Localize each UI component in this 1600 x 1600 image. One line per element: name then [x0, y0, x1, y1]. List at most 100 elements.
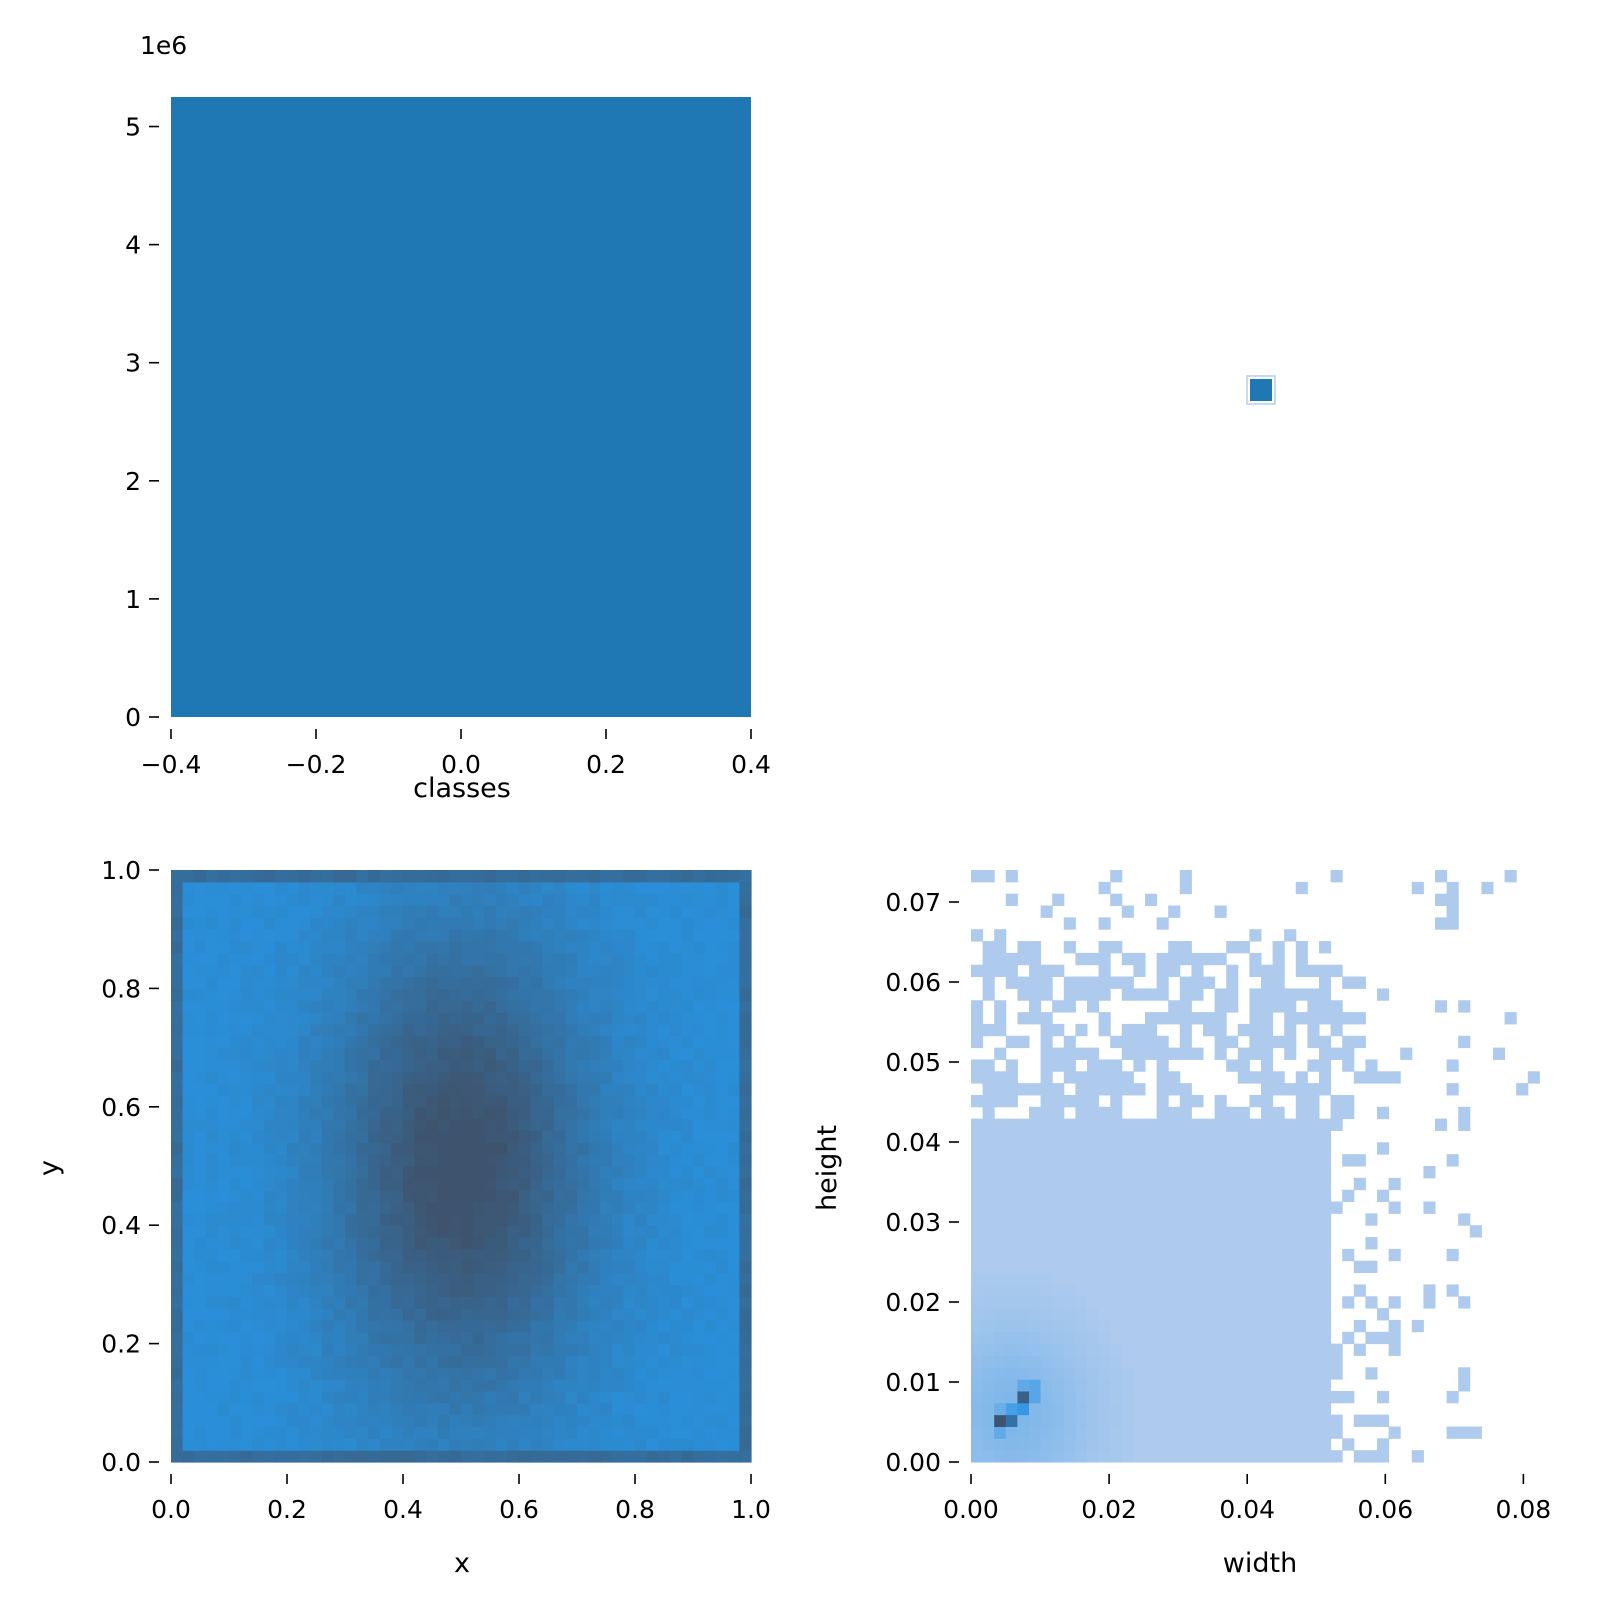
xy-heatmap-cell — [403, 1154, 416, 1167]
width-height-heatmap-cell — [1203, 1237, 1216, 1250]
width-height-heatmap-cell — [1203, 1118, 1216, 1131]
width-height-heatmap-cell — [1075, 1296, 1088, 1309]
xy-heatmap-cell — [171, 1343, 184, 1357]
width-height-heatmap-cell — [1179, 1284, 1192, 1297]
xy-heatmap-cell — [600, 1426, 613, 1439]
width-height-heatmap-cell — [1005, 1237, 1018, 1250]
xy-heatmap-cell — [588, 1343, 601, 1357]
width-height-heatmap-cell — [1458, 1296, 1471, 1309]
xy-heatmap-cell — [194, 1012, 207, 1025]
xy-heatmap-cell — [461, 1130, 474, 1143]
width-height-heatmap-cell — [1481, 881, 1494, 895]
xy-heatmap-cell — [252, 1106, 265, 1120]
xy-heatmap-cell — [182, 1023, 195, 1037]
xy-heatmap-cell — [403, 1118, 416, 1132]
width-height-heatmap-cell — [1156, 1130, 1169, 1143]
xy-heatmap-cell — [623, 1071, 636, 1084]
xy-heatmap-cell — [252, 1177, 265, 1191]
width-height-heatmap-cell — [1203, 1142, 1216, 1155]
y-tick-label: 0.01 — [885, 1368, 941, 1397]
xy-heatmap-cell — [379, 1201, 392, 1214]
width-height-heatmap-cell — [1017, 1450, 1030, 1463]
width-height-heatmap-cell — [1179, 941, 1192, 954]
xy-heatmap-cell — [275, 1130, 288, 1143]
xy-heatmap-cell — [287, 1260, 300, 1274]
xy-heatmap-cell — [727, 1083, 740, 1096]
width-height-heatmap-cell — [1098, 1118, 1111, 1131]
width-height-heatmap-cell — [1179, 976, 1192, 989]
xy-heatmap-cell — [287, 893, 300, 907]
xy-heatmap-cell — [635, 1450, 648, 1463]
xy-heatmap-cell — [426, 1189, 439, 1203]
xy-heatmap-cell — [194, 1201, 207, 1214]
xy-heatmap-cell — [588, 1225, 601, 1238]
xy-heatmap-cell — [426, 1272, 439, 1285]
xy-heatmap-cell — [519, 1331, 532, 1345]
xy-heatmap-cell — [507, 1379, 520, 1392]
width-height-heatmap-cell — [1203, 1177, 1216, 1191]
xy-heatmap-cell — [565, 1083, 578, 1096]
width-height-heatmap-cell — [982, 1237, 995, 1250]
xy-heatmap-cell — [217, 1379, 230, 1392]
xy-heatmap-cell — [461, 1450, 474, 1463]
xy-heatmap-cell — [739, 1390, 752, 1404]
width-height-heatmap-cell — [1145, 1154, 1158, 1167]
xy-heatmap-cell — [379, 905, 392, 918]
xy-heatmap-cell — [356, 1379, 369, 1392]
xy-heatmap-cell — [681, 1118, 694, 1132]
width-height-heatmap-cell — [1005, 1296, 1018, 1309]
width-height-heatmap-cell — [1319, 1118, 1332, 1131]
width-height-heatmap-cell — [1249, 1450, 1262, 1463]
xy-heatmap-cell — [472, 1059, 485, 1072]
width-height-heatmap-cell — [1156, 1450, 1169, 1463]
width-height-heatmap-cell — [1342, 976, 1355, 989]
width-height-heatmap-cell — [1284, 1130, 1297, 1143]
width-height-heatmap-cell — [1179, 1118, 1192, 1131]
xy-heatmap-cell — [310, 1071, 323, 1084]
width-height-heatmap-cell — [1168, 905, 1181, 918]
width-height-heatmap-cell — [1063, 1201, 1076, 1214]
xy-heatmap-cell — [449, 1343, 462, 1357]
xy-heatmap-cell — [577, 1035, 590, 1049]
xy-heatmap-cell — [565, 1379, 578, 1392]
xy-heatmap-cell — [669, 1450, 682, 1463]
xy-heatmap-cell — [368, 941, 381, 954]
width-height-heatmap-cell — [1075, 1177, 1088, 1191]
width-height-heatmap-cell — [1156, 1177, 1169, 1191]
xy-heatmap-cell — [646, 1343, 659, 1357]
xy-heatmap-cell — [252, 1189, 265, 1203]
width-height-heatmap-cell — [1226, 1248, 1239, 1262]
xy-heatmap-cell — [171, 1402, 184, 1416]
xy-heatmap-cell — [739, 1118, 752, 1132]
xy-heatmap-cell — [716, 1213, 729, 1226]
width-height-heatmap-cell — [1458, 1426, 1471, 1439]
xy-heatmap-cell — [275, 870, 288, 883]
xy-heatmap-cell — [588, 893, 601, 907]
xy-heatmap-cell — [426, 1059, 439, 1072]
width-height-heatmap-cell — [1168, 1213, 1181, 1226]
xy-heatmap-cell — [484, 1379, 497, 1392]
xy-heatmap-cell — [321, 1426, 334, 1439]
width-height-heatmap-cell — [1052, 1154, 1065, 1167]
width-height-heatmap-cell — [1168, 1355, 1181, 1368]
xy-heatmap-cell — [693, 1248, 706, 1262]
width-height-heatmap-cell — [1063, 1319, 1076, 1333]
xy-heatmap-cell — [484, 1047, 497, 1061]
xy-heatmap-cell — [611, 1331, 624, 1345]
width-height-heatmap-cell — [1226, 1438, 1239, 1451]
xy-heatmap-cell — [461, 1355, 474, 1368]
xy-heatmap-cell — [275, 1379, 288, 1392]
width-height-heatmap-cell — [1214, 1284, 1227, 1297]
width-height-heatmap-cell — [1087, 988, 1100, 1001]
width-height-heatmap-cell — [1145, 1355, 1158, 1368]
xy-heatmap-cell — [484, 988, 497, 1001]
xy-heatmap-cell — [495, 1130, 508, 1143]
width-height-heatmap-cell — [1446, 1154, 1459, 1167]
xy-heatmap-cell — [368, 1225, 381, 1238]
y-tick-label: 0.06 — [885, 968, 941, 997]
xy-heatmap-cell — [588, 1094, 601, 1108]
width-height-heatmap-cell — [1179, 1012, 1192, 1025]
xy-heatmap-cell — [321, 1142, 334, 1155]
xy-heatmap-cell — [565, 1237, 578, 1250]
xy-heatmap-cell — [727, 988, 740, 1001]
